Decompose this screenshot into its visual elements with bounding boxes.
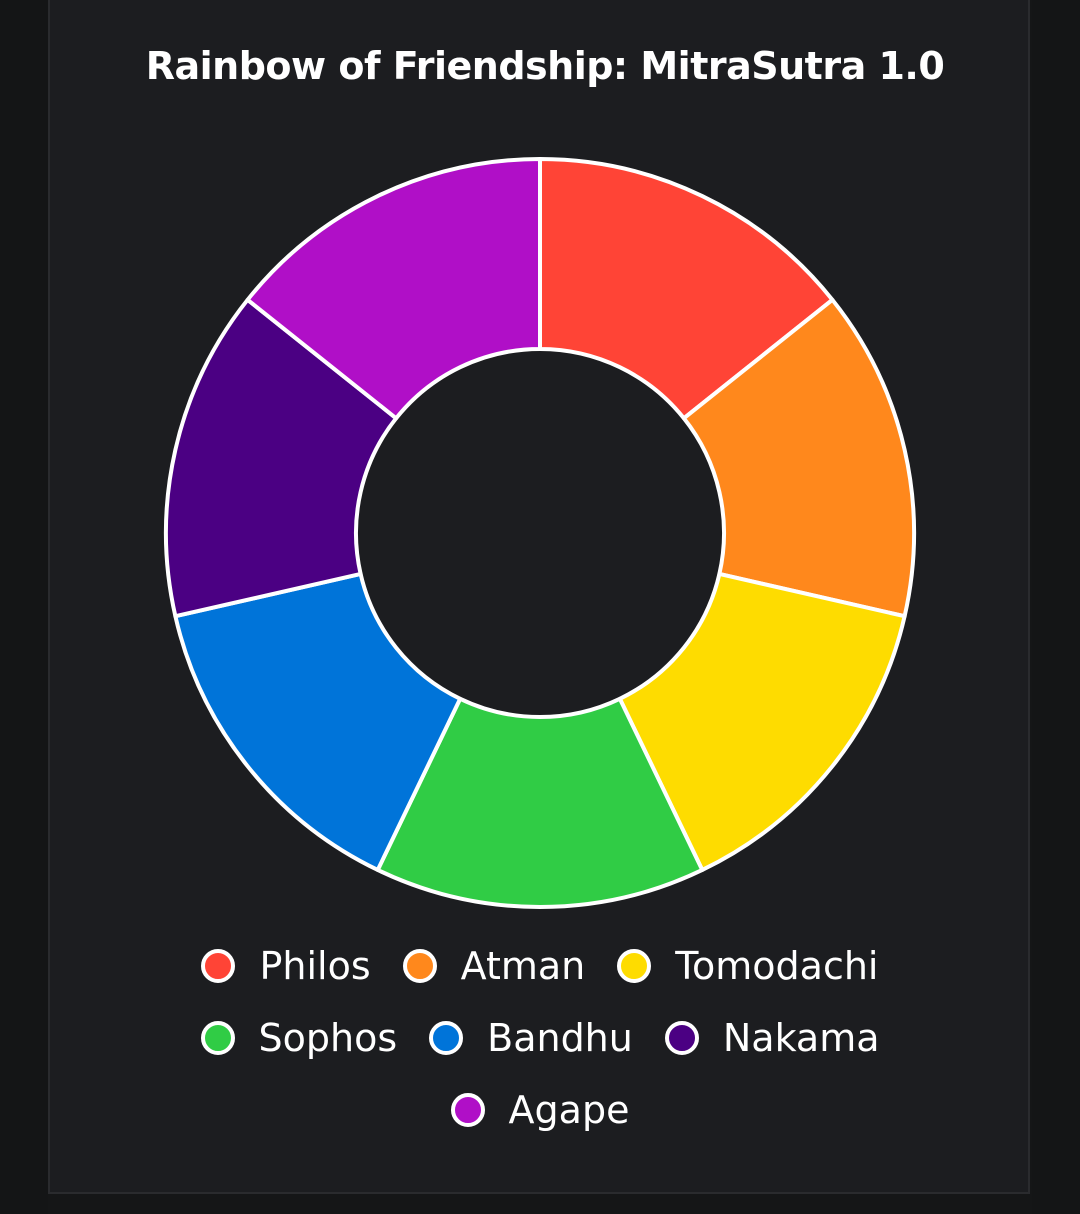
donut-slice-agape[interactable]: [245, 157, 542, 421]
chart-title: Rainbow of Friendship: MitraSutra 1.0: [145, 44, 945, 88]
legend-label: Sophos: [258, 1016, 398, 1060]
legend-label: Philos: [259, 944, 371, 988]
legend-item-atman[interactable]: Atman: [402, 944, 586, 988]
donut-slice-sophos[interactable]: [375, 696, 705, 909]
legend-label: Bandhu: [487, 1016, 633, 1060]
legend-item-agape[interactable]: Agape: [450, 1088, 630, 1132]
left-sidebar-edge: [0, 0, 48, 1214]
legend-item-nakama[interactable]: Nakama: [664, 1016, 880, 1060]
legend-swatch: [201, 949, 236, 983]
donut-slice-philos[interactable]: [538, 157, 835, 421]
legend-row: Philos Atman Tomodachi: [0, 930, 1080, 1002]
legend-item-tomodachi[interactable]: Tomodachi: [617, 944, 879, 988]
donut-slice-atman[interactable]: [681, 297, 916, 619]
legend-row: Sophos Bandhu Nakama: [0, 1002, 1080, 1074]
legend-swatch: [429, 1021, 464, 1055]
legend-swatch: [200, 1021, 235, 1055]
legend-label: Agape: [508, 1088, 630, 1132]
legend-swatch: [664, 1021, 699, 1055]
legend-swatch: [402, 949, 437, 983]
legend-label: Atman: [460, 944, 586, 988]
donut-slice-nakama[interactable]: [164, 297, 399, 619]
legend-label: Tomodachi: [675, 944, 879, 988]
legend-item-bandhu[interactable]: Bandhu: [429, 1016, 633, 1060]
legend-row: Agape: [0, 1074, 1080, 1146]
chart-legend: Philos Atman Tomodachi Sophos Bandhu Nakama Ag…: [0, 930, 1080, 1146]
legend-item-philos[interactable]: Philos: [201, 944, 371, 988]
donut-slice-bandhu[interactable]: [173, 571, 463, 872]
donut-slice-tomodachi[interactable]: [617, 571, 907, 872]
legend-swatch: [450, 1093, 485, 1127]
legend-item-sophos[interactable]: Sophos: [200, 1016, 398, 1060]
donut-chart: [164, 157, 916, 909]
legend-swatch: [617, 949, 652, 983]
right-sidebar-edge: [1032, 0, 1080, 1214]
legend-label: Nakama: [722, 1016, 880, 1060]
